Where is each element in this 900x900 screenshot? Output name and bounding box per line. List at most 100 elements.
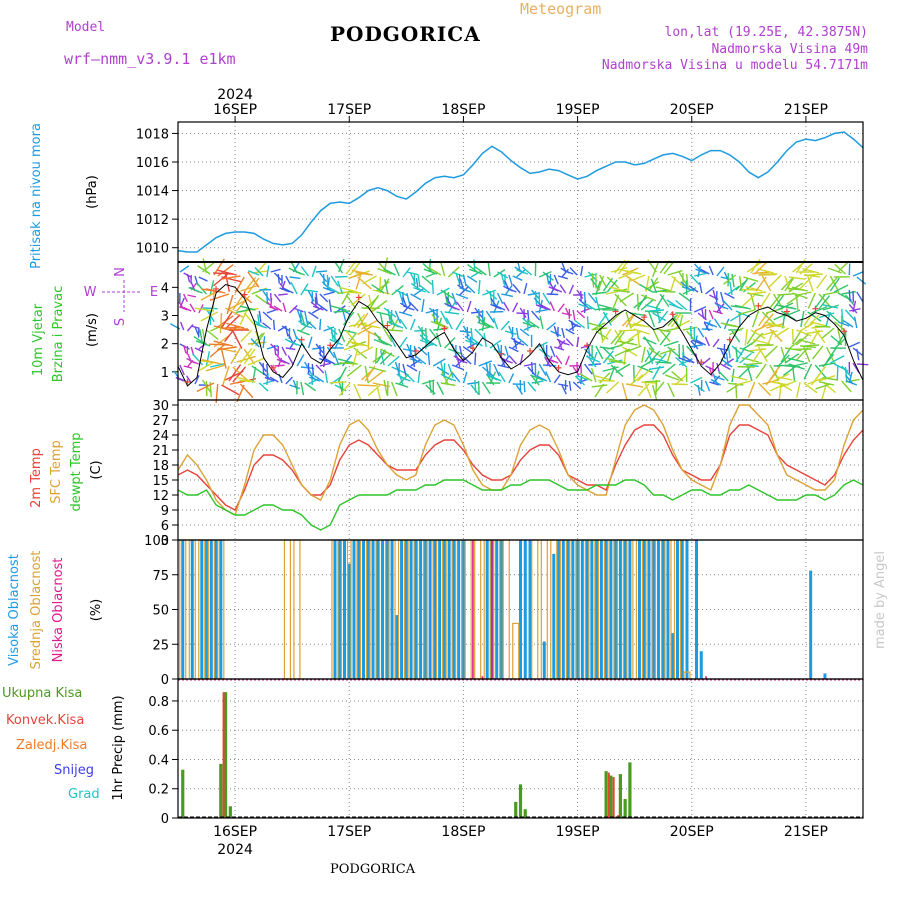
wind-arrow xyxy=(269,376,279,383)
wind-arrow xyxy=(186,323,194,332)
cloud-high-bar xyxy=(352,540,356,679)
precip-total-bar xyxy=(228,806,232,818)
temp-dewpt-line xyxy=(177,479,864,531)
wind-arrow xyxy=(621,341,638,346)
wind-arrow xyxy=(648,350,661,364)
wind-arrow xyxy=(402,363,407,376)
wind-arrow xyxy=(516,269,526,278)
cloud-high-bar xyxy=(666,540,670,679)
temp-tick-label: 21 xyxy=(152,444,169,459)
wind-arrow xyxy=(837,328,843,345)
temp-tick-label: 18 xyxy=(152,459,169,474)
wind-arrow xyxy=(374,347,378,364)
wind-arrow xyxy=(531,310,541,321)
wind-arrow xyxy=(213,340,234,347)
wind-arrow xyxy=(371,284,385,294)
wind-arrow xyxy=(755,276,767,292)
wind-arrow xyxy=(462,371,468,384)
wind-arrow xyxy=(594,375,612,381)
wind-arrow xyxy=(794,291,812,297)
wind-arrow xyxy=(678,292,692,303)
wind-arrow xyxy=(590,367,597,383)
wind-arrow xyxy=(621,382,628,400)
wind-arrow xyxy=(307,290,315,302)
wind-arrow xyxy=(513,340,525,346)
precip-total-bar xyxy=(618,774,622,818)
wind-arrow xyxy=(337,358,355,364)
wind-arrow xyxy=(712,310,723,315)
wind-arrow xyxy=(637,365,654,374)
wind-arrow xyxy=(780,305,797,310)
wind-arrow xyxy=(255,261,267,275)
wind-arrow xyxy=(179,265,190,273)
wind-arrow xyxy=(179,321,185,331)
wind-arrow xyxy=(583,301,597,311)
wind-arrow xyxy=(527,320,540,329)
wind-arrow xyxy=(853,316,858,329)
cloud-low-bar xyxy=(491,540,493,679)
wind-arrow xyxy=(564,355,570,366)
wind-arrow xyxy=(559,340,570,346)
wind-arrow xyxy=(512,302,519,313)
wind-arrow xyxy=(198,276,208,282)
wind-arrow xyxy=(663,327,680,332)
wind-arrow xyxy=(695,268,706,274)
bottom-day-label: 16SEP xyxy=(213,824,257,840)
cloud-high-bar xyxy=(519,540,522,679)
cloud-high-bar xyxy=(205,540,209,679)
wind-arrow xyxy=(477,279,481,295)
wind-arrow xyxy=(716,303,725,313)
top-day-label: 18SEP xyxy=(441,102,485,118)
wind-arrow xyxy=(651,384,658,400)
wind-arrow xyxy=(689,274,700,285)
panel-frame-precip xyxy=(177,678,864,819)
wind-arrow xyxy=(648,309,665,312)
wind-arrow xyxy=(402,305,415,311)
wind-arrow xyxy=(810,321,827,327)
wind-arrow xyxy=(315,364,325,374)
wind-arrow xyxy=(768,324,786,328)
wind-arrow xyxy=(364,323,381,329)
compass-w-label: W xyxy=(84,285,97,300)
wind-arrow xyxy=(597,275,605,291)
wind-arrow xyxy=(709,381,719,386)
wind-arrow xyxy=(232,330,243,349)
wind-arrow xyxy=(504,330,517,336)
cloud-high-bar xyxy=(495,540,499,679)
temp-tick-label: 27 xyxy=(152,414,169,429)
wind-arrow xyxy=(637,383,650,397)
wind-arrow xyxy=(561,384,567,395)
wind-arrow xyxy=(622,346,638,357)
wind-arrow xyxy=(549,284,557,296)
wind-arrow xyxy=(455,318,464,331)
cloud-high-bar xyxy=(219,540,223,679)
wind-arrow xyxy=(504,285,513,296)
wind-arrow xyxy=(421,298,425,313)
wind-arrow xyxy=(485,289,498,300)
wind-arrow xyxy=(727,285,740,295)
wind-arrow xyxy=(440,289,454,299)
wind-arrow xyxy=(226,294,234,315)
wind-arrow xyxy=(536,375,548,382)
wind-arrow xyxy=(232,366,247,383)
wind-arrow xyxy=(606,279,618,293)
wind-arrow xyxy=(372,300,388,312)
wind-arrow xyxy=(776,354,790,368)
wind-arrow xyxy=(522,321,536,328)
wind-arrow xyxy=(356,346,374,356)
wind-arrow xyxy=(597,312,608,327)
wind-arrow xyxy=(653,381,665,395)
wind-arrow xyxy=(466,275,478,283)
wind-arrow xyxy=(553,374,561,384)
wind-arrow xyxy=(375,383,381,400)
precip-tick-label: 0.8 xyxy=(148,695,169,710)
cloud-high-bar xyxy=(190,540,194,679)
wind-arrow xyxy=(669,276,676,293)
wind-arrow xyxy=(806,273,823,277)
wind-arrow xyxy=(655,353,667,366)
wind-ylabel-2: Brzina i Pravac xyxy=(51,286,66,383)
wind-arrow xyxy=(614,331,625,346)
wind-arrow xyxy=(477,308,481,324)
top-day-label: 19SEP xyxy=(556,102,600,118)
cloud-high-bar xyxy=(585,540,589,679)
